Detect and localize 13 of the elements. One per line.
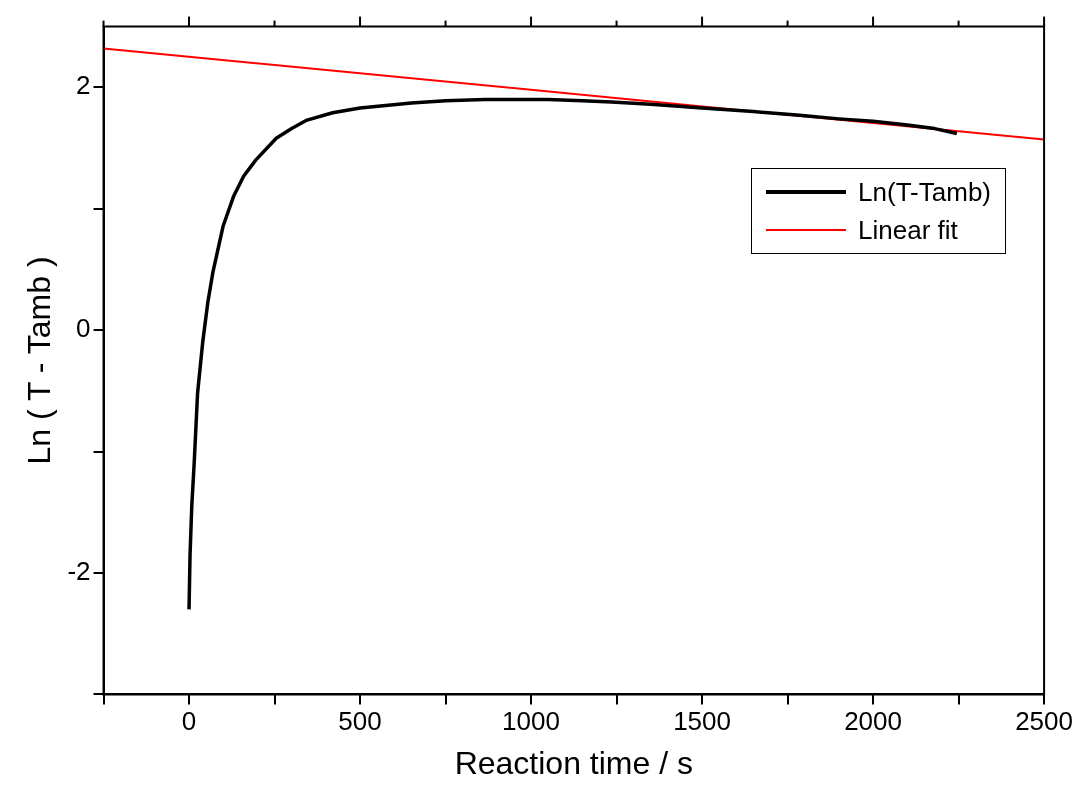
y-axis-title: Ln ( T - Tamb ) xyxy=(21,256,58,465)
y-tick-label: 0 xyxy=(76,313,91,344)
x-tick-label: 500 xyxy=(338,706,382,737)
x-tick-label: 0 xyxy=(181,706,197,737)
x-tick-label: 2000 xyxy=(844,706,902,737)
x-tick-label: 1000 xyxy=(502,706,560,737)
y-tick-label: 2 xyxy=(76,70,91,101)
x-tick-label: 1500 xyxy=(673,706,731,737)
legend-label: Ln(T-Tamb) xyxy=(858,176,991,209)
x-tick-label: 2500 xyxy=(1015,706,1073,737)
legend-label: Linear fit xyxy=(858,214,958,247)
x-axis-title: Reaction time / s xyxy=(454,744,693,781)
y-tick-label: -2 xyxy=(67,556,91,587)
